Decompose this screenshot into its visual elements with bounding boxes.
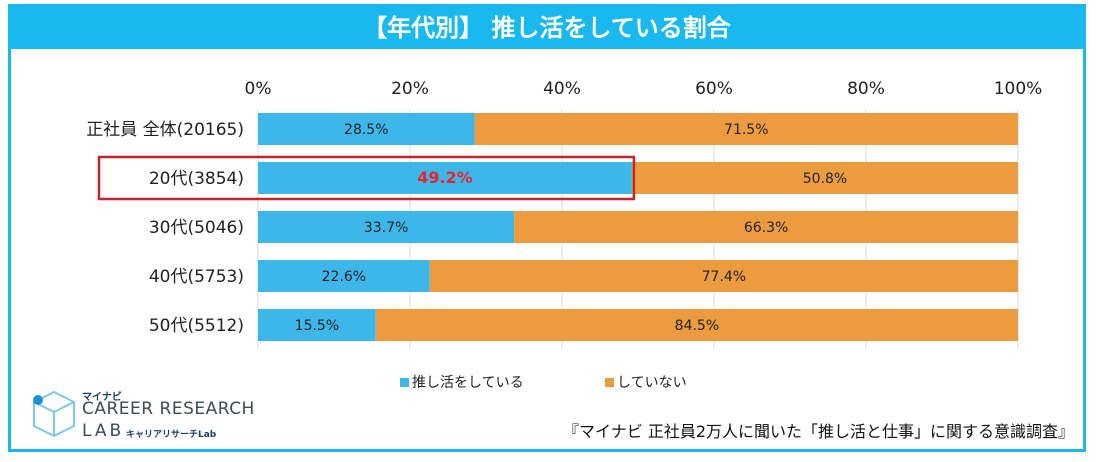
data-label: 22.6% (322, 269, 366, 285)
data-label: 77.4% (702, 269, 746, 285)
data-label: 66.3% (744, 220, 788, 236)
data-label: 50.8% (803, 171, 847, 187)
logo-brand: マイナビ (82, 392, 122, 403)
x-tick-label: 80% (847, 79, 885, 99)
chart-title: 【年代別】 推し活をしている割合 (11, 7, 1083, 49)
data-label: 71.5% (724, 122, 768, 138)
source-caption: 『マイナビ 正社員2万人に聞いた「推し活と仕事」に関する意識調査』 (563, 422, 1074, 441)
logo-line1: CAREER RESEARCH (82, 399, 255, 419)
category-label: 20代(3854) (149, 169, 244, 189)
legend-item-not: していない (605, 372, 687, 392)
category-label: 40代(5753) (149, 267, 244, 287)
data-label: 33.7% (364, 220, 408, 236)
category-label: 正社員 全体(20165) (86, 120, 244, 140)
data-label: 84.5% (675, 318, 719, 334)
bar-segment (474, 113, 1019, 145)
bar-segment (514, 211, 1018, 243)
category-label: 30代(5046) (149, 218, 244, 238)
x-tick-label: 60% (695, 79, 733, 99)
bar-segment (375, 309, 1018, 341)
bar-segment (258, 113, 475, 145)
bar-segment (258, 162, 632, 194)
x-tick-label: 20% (391, 79, 429, 99)
legend-label-doing: 推し活をしている (412, 375, 524, 391)
bar-segment (258, 211, 515, 243)
bar-segment (258, 260, 430, 292)
x-tick-label: 40% (543, 79, 581, 99)
logo-sub: キャリアリサーチLab (126, 430, 217, 440)
data-label: 28.5% (344, 122, 388, 138)
bar-segment (631, 162, 1018, 194)
logo-line2: LAB (82, 421, 125, 441)
highlight-box (97, 155, 636, 201)
legend-swatch-not (605, 377, 614, 387)
legend-item-doing: 推し活をしている (400, 372, 524, 392)
category-label: 50代(5512) (149, 316, 244, 336)
bar-segment (258, 309, 376, 341)
legend-label-not: していない (617, 375, 687, 391)
x-tick-label: 100% (994, 79, 1043, 99)
bar-segment (429, 260, 1018, 292)
cube-logo-icon (33, 390, 75, 438)
x-tick-label: 0% (245, 79, 272, 99)
legend-swatch-doing (400, 377, 409, 387)
data-label: 15.5% (295, 318, 339, 334)
career-research-lab-logo: マイナビ CAREER RESEARCH LAB キャリアリサーチLab (30, 388, 270, 448)
data-label: 49.2% (417, 168, 473, 187)
